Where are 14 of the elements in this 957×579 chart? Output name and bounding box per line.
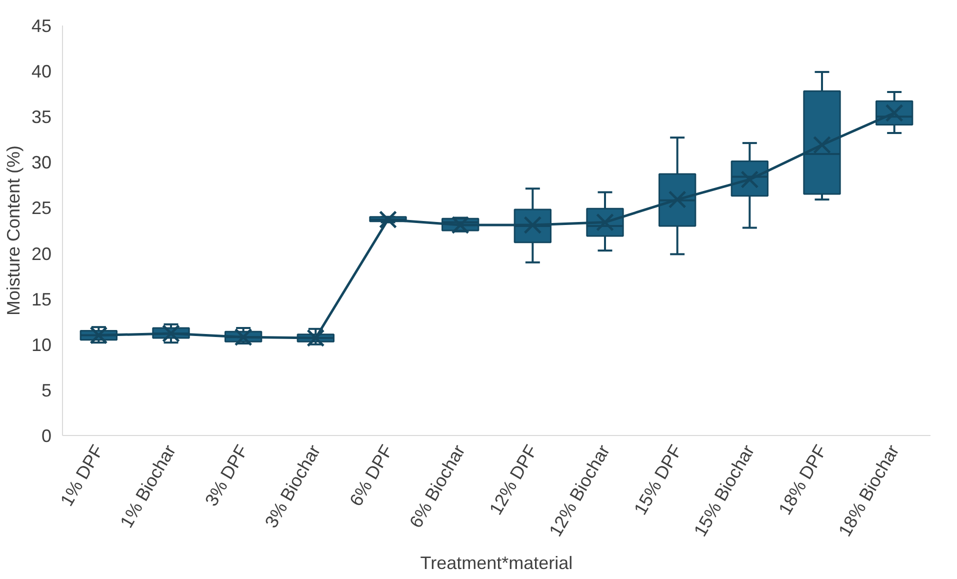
- x-axis-title: Treatment*material: [420, 552, 573, 573]
- y-tick-label: 15: [31, 289, 52, 310]
- y-tick-label: 5: [41, 380, 52, 400]
- y-tick-label: 25: [31, 198, 52, 218]
- point: [378, 210, 398, 229]
- y-axis-title: Moisture Content (%): [3, 145, 24, 316]
- y-tick-label: 20: [31, 244, 52, 264]
- y-tick-label: 0: [41, 426, 52, 446]
- y-tick-label: 10: [31, 334, 52, 355]
- y-tick-label: 35: [31, 107, 52, 128]
- y-tick-label: 45: [31, 16, 52, 36]
- point: [812, 136, 832, 154]
- y-tick-label: 30: [31, 152, 52, 173]
- y-tick-label: 40: [31, 62, 52, 82]
